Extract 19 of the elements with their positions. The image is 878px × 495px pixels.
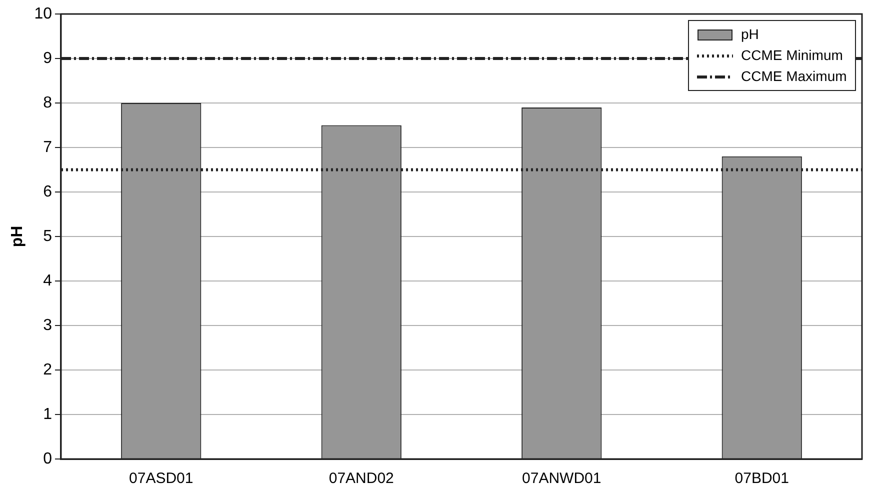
x-tick-label: 07ASD01 bbox=[129, 470, 194, 488]
x-tick-label: 07ANWD01 bbox=[522, 470, 602, 488]
x-tick-label: 07AND02 bbox=[328, 470, 394, 488]
y-tick-label: 0 bbox=[43, 450, 52, 468]
y-tick-label: 4 bbox=[43, 272, 52, 290]
y-tick-label: 7 bbox=[43, 138, 52, 156]
y-tick-label: 1 bbox=[43, 406, 52, 423]
y-axis-title: pH bbox=[9, 226, 26, 248]
legend-label: CCME Maximum bbox=[741, 67, 847, 86]
y-tick-label: 8 bbox=[43, 94, 52, 112]
legend-label: pH bbox=[741, 25, 759, 44]
x-tick-label: 07BD01 bbox=[734, 470, 789, 488]
y-tick-label: 3 bbox=[43, 316, 52, 334]
y-tick-label: 9 bbox=[43, 50, 52, 67]
y-tick-label: 10 bbox=[34, 5, 52, 22]
legend-label: CCME Minimum bbox=[741, 46, 843, 65]
y-tick-label: 2 bbox=[43, 361, 52, 378]
y-tick-label: 5 bbox=[43, 228, 52, 245]
y-tick-label: 6 bbox=[43, 183, 52, 200]
